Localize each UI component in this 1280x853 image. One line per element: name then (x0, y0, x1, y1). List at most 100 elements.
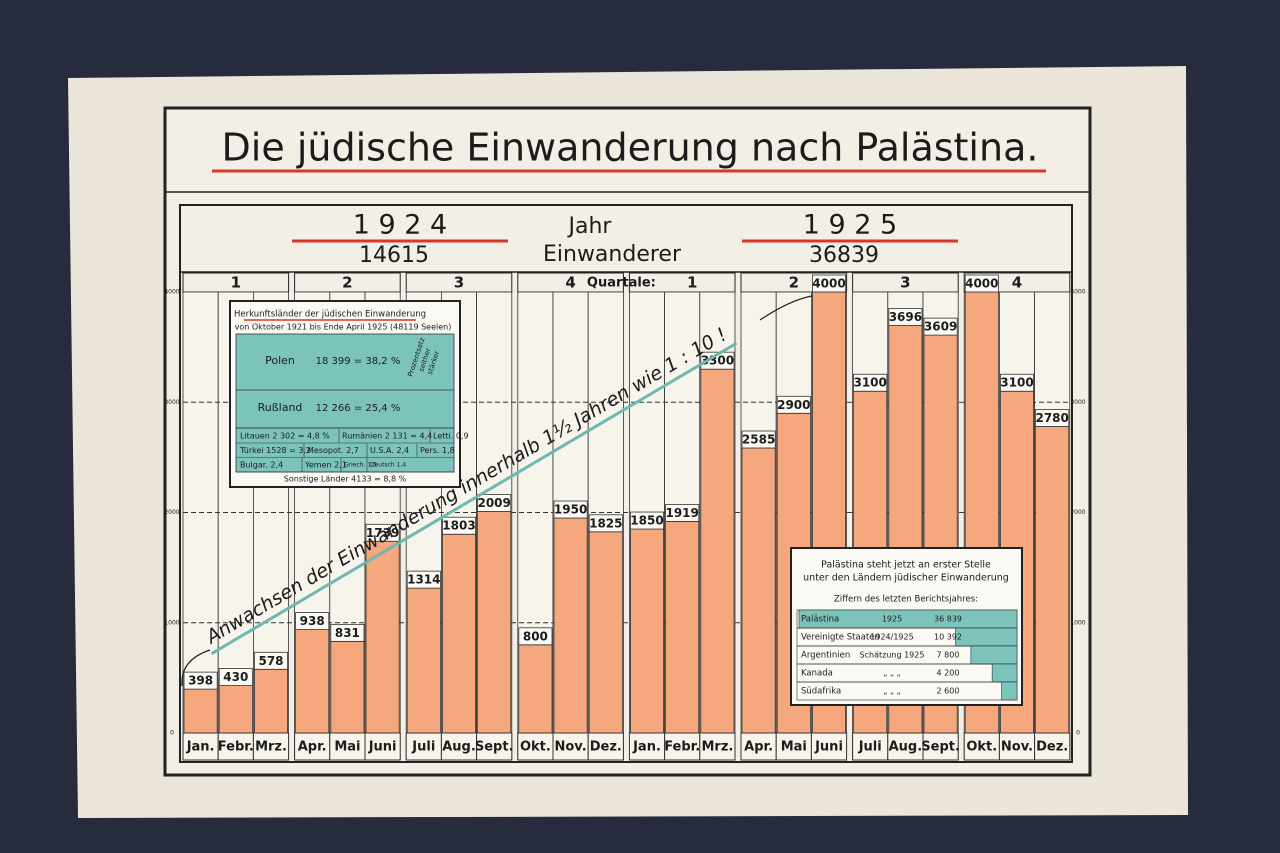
month-cell (517, 732, 554, 761)
ranking-name: Palästina (801, 615, 839, 625)
month-cell (810, 732, 848, 761)
value-label: 1950 (554, 503, 587, 517)
month-cell (182, 732, 219, 761)
origins-other: Sonstige Länder 4133 = 8,8 % (284, 475, 407, 484)
value-box (441, 516, 476, 535)
origins-cell: Yemen 2,1 (304, 461, 347, 470)
origins-cell: Letti. 0,9 (433, 432, 469, 441)
origins-country: Polen (265, 354, 295, 367)
ranking-name: Südafrika (801, 687, 841, 697)
x-tick-label: Febr. (664, 740, 700, 755)
ranking-subtitle: Ziffern des letzten Berichtsjahres: (834, 595, 978, 605)
x-tick-label: Juli (411, 740, 435, 755)
bar (477, 511, 512, 734)
origins-cell: Litauen 2 302 = 4,8 % (240, 432, 330, 441)
value-box (365, 523, 400, 542)
plot-frame (179, 204, 1073, 763)
bar (253, 668, 288, 734)
x-tick-label: Dez. (1036, 740, 1068, 755)
month-cell (1034, 732, 1071, 761)
value-box (406, 570, 441, 589)
value-label: 3696 (889, 310, 922, 324)
year-label: 1 9 2 5 (803, 210, 897, 241)
y-tick-label-right: 2000 (1070, 509, 1085, 516)
bar (1035, 426, 1070, 734)
origins-share: 18 399 = 38,2 % (316, 356, 401, 367)
x-tick-label: Mai (334, 740, 360, 755)
origins-cell: Pers. 1,8 (420, 446, 455, 455)
value-label: 800 (523, 629, 548, 643)
x-tick-label: Okt. (966, 740, 997, 755)
origins-subtitle: von Oktober 1921 bis Ende April 1925 (48… (235, 323, 452, 332)
month-cell (440, 732, 478, 761)
annotation-line (210, 341, 738, 655)
value-label: 831 (335, 626, 360, 640)
bar (441, 533, 476, 734)
value-label: 398 (188, 674, 213, 688)
bar (518, 644, 553, 734)
origins-share: 12 266 = 25,4 % (316, 403, 401, 414)
value-box (964, 274, 999, 293)
month-cell (252, 732, 290, 761)
value-box (741, 430, 776, 449)
x-tick-label: Juni (814, 740, 843, 755)
origins-cell: Deutsch 1,4 (370, 462, 406, 469)
value-box (295, 612, 330, 630)
value-box (253, 651, 288, 670)
quarter-label: 4 (1012, 274, 1022, 292)
month-cell (699, 732, 736, 761)
quarter-label: 1 (231, 274, 241, 292)
quarter-label: 3 (900, 274, 910, 292)
y-tick-label: 1000 (164, 619, 179, 626)
x-tick-label: Sept. (921, 740, 960, 755)
ranking-name: Argentinien (801, 651, 850, 661)
month-cell (587, 732, 624, 761)
year-label: 1 9 2 4 (353, 210, 447, 241)
x-tick-label: Juli (858, 740, 882, 755)
value-label: 1739 (366, 526, 399, 540)
month-cell (628, 732, 666, 761)
month-cell (922, 732, 959, 761)
month-cell (476, 732, 513, 761)
y-tick-label: 3000 (164, 399, 179, 406)
origins-title: Herkunftsländer der jüdischen Einwanderu… (234, 310, 426, 320)
quarter-caption: Quartale: (587, 276, 656, 291)
x-tick-label: Mrz. (255, 740, 287, 755)
x-tick-label: Jan. (186, 740, 215, 755)
y-tick-label-right: 0 (1076, 730, 1080, 737)
value-label: 1919 (665, 506, 698, 520)
value-box (888, 308, 923, 326)
value-label: 2009 (477, 496, 510, 510)
chart-title: Die jüdische Einwanderung nach Palästina… (222, 126, 1039, 170)
ranking-bar (991, 663, 1018, 683)
month-cell (329, 732, 366, 761)
quarter-label: 2 (789, 274, 799, 292)
total-caption: Einwanderer (543, 242, 682, 267)
bar (365, 540, 400, 734)
value-box (218, 668, 253, 686)
month-cell (664, 732, 701, 761)
value-label: 1803 (442, 519, 475, 533)
bar (665, 521, 700, 734)
year-total: 14615 (359, 243, 429, 268)
value-box (923, 317, 958, 336)
value-label: 1825 (589, 516, 622, 530)
x-tick-label: Nov. (1001, 740, 1033, 755)
origins-cell: Türkei 1528 = 3,2 (239, 446, 311, 455)
origins-minor-bg (235, 427, 455, 473)
value-label: 4000 (965, 277, 998, 291)
value-box (700, 351, 735, 370)
bar (588, 531, 623, 734)
x-tick-label: Juni (368, 740, 397, 755)
value-label: 1314 (407, 573, 440, 587)
value-box (330, 623, 365, 642)
value-label: 1850 (630, 514, 663, 528)
annotation-arrow (181, 649, 211, 687)
value-label: 2900 (777, 398, 810, 412)
ranking-bar (955, 627, 1018, 647)
month-cell (405, 732, 442, 761)
ranking-value: 36 839 (934, 615, 962, 624)
value-box (776, 395, 811, 414)
x-tick-label: Mrz. (701, 740, 733, 755)
